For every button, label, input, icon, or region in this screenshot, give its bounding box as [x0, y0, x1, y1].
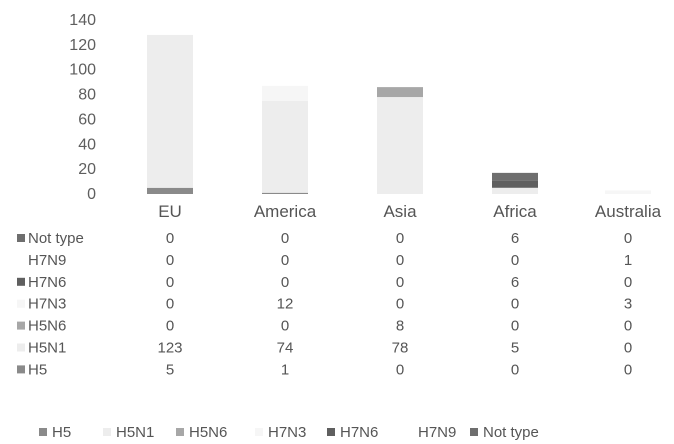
- y-axis: 0 20 40 60 80 100 120 140: [69, 12, 96, 203]
- table-cell-h5-america: 1: [281, 361, 289, 378]
- legend-swatch-h7n9: [405, 428, 413, 436]
- plot-area: [147, 34, 651, 194]
- y-tick-label: 80: [78, 87, 96, 104]
- bar-segment-h5n1-africa: [492, 187, 538, 194]
- legend-swatch-h5n6: [176, 428, 184, 436]
- table-cell-h5n1-africa: 5: [511, 340, 519, 357]
- legend-label-h7n6: H7N6: [340, 424, 378, 441]
- table-cell-h7n6-africa: 6: [511, 274, 519, 291]
- table-cell-h5n6-asia: 8: [396, 318, 404, 335]
- table-cell-h5-asia: 0: [396, 361, 404, 378]
- table-key-swatch-h5n1: [17, 343, 25, 352]
- legend-swatch-h7n6: [327, 428, 335, 436]
- legend-swatch-h5n1: [103, 428, 111, 436]
- table-cell-not-type-eu: 0: [166, 230, 174, 247]
- table-cell-not-type-america: 0: [281, 230, 289, 247]
- bar-segment-h5n1-america: [262, 100, 308, 193]
- table-cell-not-type-asia: 0: [396, 230, 404, 247]
- table-cell-h5n1-asia: 78: [392, 340, 409, 357]
- table-cell-h7n9-australia: 1: [624, 252, 632, 269]
- table-cell-not-type-africa: 6: [511, 230, 519, 247]
- table-cell-h5n6-africa: 0: [511, 318, 519, 335]
- table-row-label-h5n1: H5N1: [28, 340, 66, 357]
- category-labels: EU America Asia Africa Australia: [158, 202, 661, 221]
- bar-segment-h7n9-australia: [605, 189, 651, 191]
- bar-segment-h7n6-africa: [492, 180, 538, 188]
- table-cell-h5n6-eu: 0: [166, 318, 174, 335]
- category-label-america: America: [254, 202, 317, 221]
- bar-segment-h7n3-australia: [605, 190, 651, 194]
- table-cell-h5n6-america: 0: [281, 318, 289, 335]
- legend-label-h5n1: H5N1: [116, 424, 154, 441]
- bar-segment-h5n1-asia: [377, 97, 423, 194]
- bar-segment-h5n6-asia: [377, 87, 423, 98]
- legend: H5 H5N1 H5N6 H7N3 H7N6 H7N9 Not type: [39, 424, 539, 441]
- y-tick-label: 120: [69, 37, 96, 54]
- legend-label-h5n6: H5N6: [189, 424, 227, 441]
- table-cell-h5-australia: 0: [624, 361, 632, 378]
- table-cell-h7n3-africa: 0: [511, 296, 519, 313]
- table-row-label-h7n9: H7N9: [28, 252, 66, 269]
- table-cell-h7n3-america: 12: [277, 296, 294, 313]
- legend-label-h7n3: H7N3: [268, 424, 306, 441]
- legend-label-not-type: Not type: [483, 424, 539, 441]
- legend-swatch-h5: [39, 428, 47, 436]
- table-cell-h7n9-asia: 0: [396, 252, 404, 269]
- bar-segment-h7n3-america: [262, 85, 308, 101]
- category-label-eu: EU: [158, 202, 182, 221]
- category-label-australia: Australia: [595, 202, 662, 221]
- table-key-swatch-not-type: [17, 234, 25, 242]
- table-cell-h5-eu: 5: [166, 361, 174, 378]
- y-tick-label: 40: [78, 136, 96, 153]
- table-cell-h7n3-australia: 3: [624, 296, 632, 313]
- table-key-swatch-h7n6: [17, 277, 25, 286]
- legend-swatch-not-type: [470, 428, 478, 436]
- bar-segment-not-type-africa: [492, 172, 538, 181]
- table-cell-h5n1-australia: 0: [624, 340, 632, 357]
- category-label-asia: Asia: [383, 202, 417, 221]
- y-tick-label: 140: [69, 12, 96, 29]
- table-cell-h7n9-eu: 0: [166, 252, 174, 269]
- table-key-swatch-h7n9: [17, 255, 25, 264]
- y-tick-label: 20: [78, 161, 96, 178]
- table-key-swatch-h5n6: [17, 321, 25, 330]
- table-row-label-h5n6: H5N6: [28, 318, 66, 335]
- bar-segment-h5n1-eu: [147, 34, 193, 188]
- table-row-label-not-type: Not type: [28, 230, 84, 247]
- table-cell-h7n6-eu: 0: [166, 274, 174, 291]
- y-tick-label: 0: [87, 186, 96, 203]
- table-cell-h5n1-america: 74: [277, 340, 294, 357]
- bar-segment-h5-america: [262, 192, 308, 194]
- table-cell-h5n6-australia: 0: [624, 318, 632, 335]
- bar-segment-h5-eu: [147, 187, 193, 194]
- table-cell-h7n6-america: 0: [281, 274, 289, 291]
- table-cell-h7n6-asia: 0: [396, 274, 404, 291]
- y-tick-label: 100: [69, 62, 96, 79]
- table-key-swatch-h5: [17, 365, 25, 374]
- data-table: Not type 0 0 0 6 0 H7N9 0 0 0 0 1 H7N6 0 0 0 6 0 H7N3 0 12 0 0…: [17, 230, 632, 378]
- table-cell-h7n3-asia: 0: [396, 296, 404, 313]
- legend-swatch-h7n3: [255, 428, 263, 436]
- table-cell-h7n3-eu: 0: [166, 296, 174, 313]
- legend-label-h5: H5: [52, 424, 71, 441]
- table-row-label-h7n3: H7N3: [28, 296, 66, 313]
- y-tick-label: 60: [78, 111, 96, 128]
- category-label-africa: Africa: [493, 202, 537, 221]
- table-cell-h7n9-america: 0: [281, 252, 289, 269]
- table-cell-h5-africa: 0: [511, 361, 519, 378]
- table-cell-h5n1-eu: 123: [157, 340, 182, 357]
- table-cell-h7n6-australia: 0: [624, 274, 632, 291]
- table-cell-h7n9-africa: 0: [511, 252, 519, 269]
- legend-label-h7n9: H7N9: [418, 424, 456, 441]
- table-row-label-h5: H5: [28, 361, 47, 378]
- table-row-label-h7n6: H7N6: [28, 274, 66, 291]
- table-key-swatch-h7n3: [17, 299, 25, 308]
- table-cell-not-type-australia: 0: [624, 230, 632, 247]
